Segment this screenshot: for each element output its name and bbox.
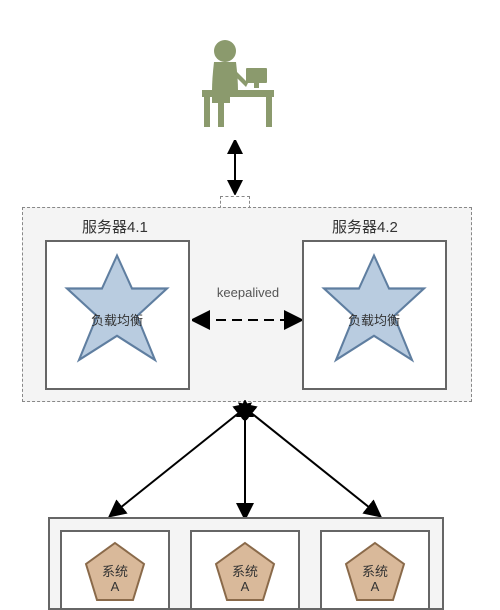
- lb2-label: 负载均衡: [344, 310, 404, 329]
- system3-label: 系统 A: [353, 565, 397, 595]
- server1-label: 服务器4.1: [82, 216, 148, 237]
- lb1-label: 负载均衡: [87, 310, 147, 329]
- system3-l2: A: [371, 579, 380, 594]
- arrows-to-systems: [60, 400, 430, 520]
- server2-label: 服务器4.2: [332, 216, 398, 237]
- keepalived-label: keepalived: [213, 285, 283, 300]
- user-at-desk-icon: [190, 35, 280, 135]
- system3-l1: 系统: [362, 564, 388, 579]
- arrow-keepalived: [192, 310, 302, 330]
- system1-l1: 系统: [102, 564, 128, 579]
- system1-label: 系统 A: [93, 565, 137, 595]
- arrow-user-vip: [225, 140, 245, 195]
- system1-l2: A: [111, 579, 120, 594]
- system2-l1: 系统: [232, 564, 258, 579]
- system2-label: 系统 A: [223, 565, 267, 595]
- system2-l2: A: [241, 579, 250, 594]
